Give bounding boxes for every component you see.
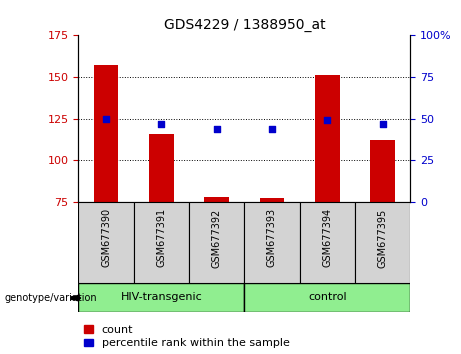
Title: GDS4229 / 1388950_at: GDS4229 / 1388950_at [164, 18, 325, 32]
Bar [260, 199, 284, 202]
Text: GSM677393: GSM677393 [267, 208, 277, 267]
Bar [355, 202, 410, 283]
Bar [204, 197, 229, 202]
Legend: count, percentile rank within the sample: count, percentile rank within the sample [84, 325, 290, 348]
Bar [78, 202, 134, 283]
Bar [78, 283, 244, 312]
Text: GSM677391: GSM677391 [156, 208, 166, 267]
Text: GSM677392: GSM677392 [212, 208, 222, 268]
Bar [244, 202, 300, 283]
Bar [300, 202, 355, 283]
Bar [189, 202, 244, 283]
Point [213, 126, 220, 131]
Text: control: control [308, 292, 347, 302]
Point [158, 121, 165, 126]
Bar [315, 75, 340, 202]
Point [379, 121, 386, 126]
Bar [149, 133, 174, 202]
Text: GSM677390: GSM677390 [101, 208, 111, 267]
Text: genotype/variation: genotype/variation [5, 293, 97, 303]
Point [102, 116, 110, 121]
Bar [244, 283, 410, 312]
Text: GSM677395: GSM677395 [378, 208, 388, 268]
Text: HIV-transgenic: HIV-transgenic [120, 292, 202, 302]
Bar [94, 65, 118, 202]
Text: GSM677394: GSM677394 [322, 208, 332, 267]
Bar [134, 202, 189, 283]
Point [268, 126, 276, 131]
Bar [370, 140, 395, 202]
Point [324, 118, 331, 123]
